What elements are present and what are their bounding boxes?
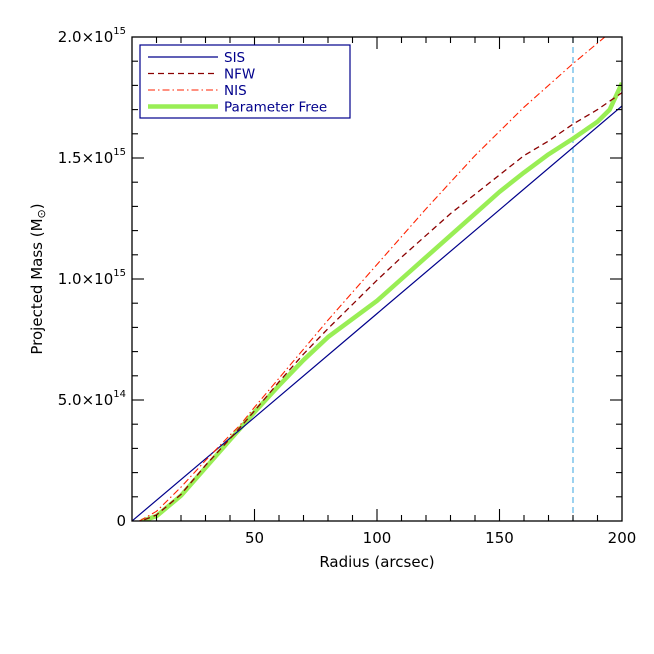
solar-mass-symbol: ⊙ <box>35 209 48 218</box>
x-tick-label: 50 <box>245 529 264 547</box>
series-line-nis <box>139 37 606 521</box>
y-tick-label: 2.0×1015 <box>58 26 126 46</box>
legend-label: Parameter Free <box>224 100 327 116</box>
series-layer <box>132 37 622 521</box>
y-axis-label: Projected Mass (M⊙) <box>28 203 48 354</box>
x-axis-label: Radius (arcsec) <box>319 553 434 571</box>
y-tick-label: 5.0×1014 <box>58 389 126 409</box>
series-line-nfw <box>144 92 622 521</box>
legend-label: SIS <box>224 50 245 66</box>
series-line-parameter-free <box>141 82 622 521</box>
x-tick-label: 150 <box>485 529 514 547</box>
series-line-sis <box>132 105 622 521</box>
legend-label: NFW <box>224 67 255 83</box>
x-tick-label: 100 <box>363 529 392 547</box>
y-tick-label: 1.0×1015 <box>58 268 126 288</box>
y-tick-label: 0 <box>116 512 126 530</box>
legend-label: NIS <box>224 83 247 99</box>
y-tick-label: 1.5×1015 <box>58 147 126 167</box>
axis-ticks: 50 100 150 200 0 5.0×1014 1.0×1015 1.5×1015 2.0×… <box>58 26 637 547</box>
x-tick-label: 200 <box>608 529 637 547</box>
